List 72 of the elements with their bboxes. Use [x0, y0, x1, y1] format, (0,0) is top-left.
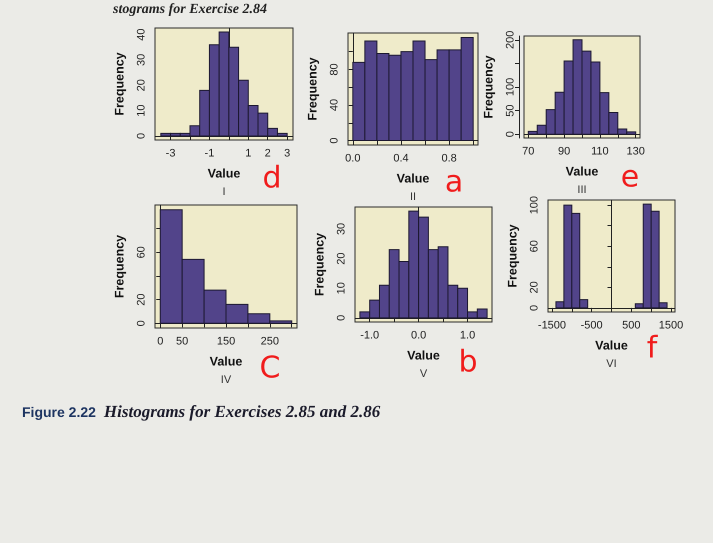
- x-tick-label: 0.0: [410, 330, 426, 342]
- x-axis-title: Value: [210, 354, 242, 368]
- y-tick-label: 0: [328, 137, 340, 144]
- y-tick-label: 0: [336, 314, 348, 321]
- x-tick-label: -1500: [538, 320, 566, 332]
- text: C: [260, 350, 280, 386]
- text: VI: [606, 358, 617, 370]
- text: d: [262, 160, 282, 196]
- y-tick-label: 20: [136, 79, 148, 92]
- x-tick-label: 3: [284, 148, 290, 160]
- y-tick-label: 50: [504, 104, 516, 117]
- text: Histograms for Exercises 2.85 and 2.86: [104, 402, 380, 421]
- caption: Figure 2.22: [22, 404, 96, 420]
- text: f: [646, 330, 659, 366]
- y-tick-label: 30: [336, 222, 348, 236]
- x-tick-label: 2: [264, 148, 271, 160]
- text: e: [620, 160, 640, 194]
- y-tick-label: 60: [528, 240, 540, 252]
- x-axis-title: Value: [407, 348, 440, 362]
- x-tick-label: 1: [245, 148, 252, 160]
- x-tick-label: -3: [166, 148, 176, 160]
- text: stograms for Exercise 2.84: [113, 2, 267, 17]
- text: V: [420, 368, 428, 380]
- y-tick-label: 80: [328, 63, 340, 76]
- x-tick-label: -1: [204, 148, 214, 160]
- y-tick-label: 100: [528, 196, 540, 214]
- x-axis-title: Value: [595, 338, 628, 352]
- y-tick-label: 20: [136, 293, 148, 306]
- x-axis-title: Value: [566, 164, 598, 178]
- x-tick-label: 50: [176, 336, 188, 348]
- y-axis-title: Frequency: [112, 52, 126, 116]
- text: I: [222, 186, 226, 198]
- x-tick-label: 0.8: [441, 152, 457, 164]
- x-tick-label: 90: [558, 146, 570, 158]
- y-axis-title: Frequency: [306, 57, 320, 121]
- y-tick-label: 20: [528, 281, 540, 294]
- y-tick-label: 60: [136, 246, 148, 258]
- x-tick-label: 1500: [658, 320, 684, 332]
- x-tick-label: 110: [591, 146, 609, 158]
- x-tick-label: 150: [216, 336, 236, 348]
- x-axis-title: Value: [208, 166, 240, 180]
- x-tick-label: 500: [622, 320, 641, 332]
- x-tick-label: 1.0: [460, 330, 476, 342]
- text: a: [444, 164, 464, 200]
- x-tick-label: 0.4: [393, 152, 409, 164]
- y-tick-label: 10: [336, 282, 348, 294]
- x-tick-label: 0: [157, 336, 164, 348]
- x-tick-label: 0.0: [345, 152, 360, 164]
- y-axis-title: Frequency: [506, 224, 520, 288]
- x-tick-label: -1.0: [360, 330, 380, 342]
- x-tick-label: 250: [260, 336, 280, 348]
- y-tick-label: 0: [136, 132, 148, 140]
- text: b: [458, 344, 478, 380]
- y-tick-label: 200: [504, 30, 516, 49]
- x-axis-title: Value: [396, 172, 430, 186]
- text: II: [410, 191, 416, 203]
- y-tick-label: 0: [504, 131, 516, 138]
- y-tick-label: 100: [504, 78, 516, 96]
- y-tick-label: 30: [136, 54, 148, 66]
- text: IV: [220, 374, 232, 386]
- x-tick-label: -500: [580, 320, 603, 332]
- x-tick-label: 130: [626, 146, 645, 158]
- x-tick-label: 70: [522, 146, 534, 158]
- text: III: [577, 184, 587, 196]
- y-tick-label: 0: [528, 304, 540, 311]
- y-tick-label: 40: [136, 28, 148, 41]
- y-axis-title: Frequency: [482, 55, 496, 119]
- y-tick-label: 40: [328, 98, 340, 112]
- y-axis-title: Frequency: [312, 232, 326, 296]
- y-axis-title: Frequency: [112, 234, 126, 298]
- y-tick-label: 20: [336, 252, 348, 265]
- y-tick-label: 10: [136, 104, 148, 117]
